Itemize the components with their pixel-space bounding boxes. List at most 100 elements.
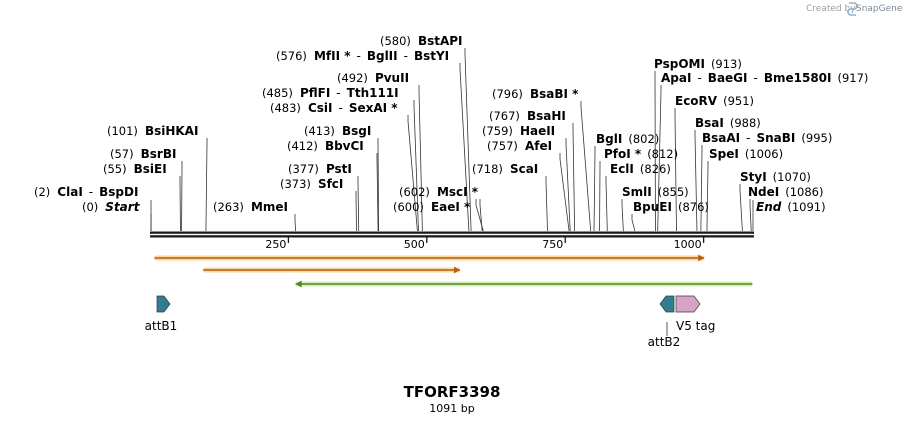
site-label-text: PspOMI (913): [654, 57, 742, 71]
site-label-pfoi: PfoI * (812): [604, 147, 678, 161]
site-label-clai: (2) ClaI - BspDI: [34, 185, 138, 199]
site-label-part: -: [697, 71, 701, 85]
site-label-part: BbvCI: [325, 139, 364, 153]
site-label-part: (917): [838, 71, 869, 85]
feature-arrow: [659, 295, 675, 313]
site-label-text: BglI (802): [596, 132, 659, 146]
site-label-part: (602): [399, 185, 430, 199]
site-leader: [694, 130, 698, 232]
site-label-styi: StyI (1070): [740, 170, 811, 184]
site-label-part: BsrBI: [141, 147, 177, 161]
site-label-psti: (377) PstI: [288, 162, 352, 176]
site-label-ecli: EclI (826): [610, 162, 671, 176]
snapgene-logo-icon: [847, 2, 858, 16]
site-label-end: End (1091): [756, 200, 826, 214]
site-label-ndei: NdeI (1086): [748, 185, 824, 199]
site-label-text: (101) BsiHKAI: [107, 124, 198, 138]
site-label-text: SpeI (1006): [709, 147, 783, 161]
site-label-eaei: (600) EaeI *: [393, 200, 471, 214]
site-label-part: (802): [628, 132, 659, 146]
site-label-part: SpeI: [709, 147, 739, 161]
site-label-part: BsaAI: [702, 131, 740, 145]
credit-prefix: Created by: [806, 4, 856, 14]
site-label-part: -: [89, 185, 93, 199]
site-label-bsahi: (767) BsaHI: [489, 109, 566, 123]
ruler-ticks: 250 500 750 1000: [265, 237, 705, 251]
backbone-strand-bottom: [150, 235, 754, 238]
site-label-text: (576) MfII * - BglII - BstYI: [276, 49, 449, 63]
feature-label: attB2: [648, 335, 681, 349]
ruler-tick-label: 1000: [674, 238, 702, 251]
site-label-part: (55): [103, 162, 127, 176]
site-label-part: -: [338, 101, 342, 115]
backbone: [150, 231, 754, 238]
site-label-mmei: (263) MmeI: [213, 200, 288, 214]
site-label-part: (101): [107, 124, 138, 138]
site-label-text: (759) HaeII: [482, 124, 555, 138]
feature-attb1: attB1: [145, 295, 177, 333]
site-leader: [621, 199, 624, 232]
site-label-part: BpuEI: [633, 200, 672, 214]
site-leader: [631, 214, 636, 232]
site-label-text: (412) BbvCI: [287, 139, 364, 153]
site-label-bsgi: (413) BsgI: [304, 124, 371, 138]
site-label-text: (377) PstI: [288, 162, 352, 176]
site-label-part: Tth111I: [347, 86, 399, 100]
site-leader: [545, 176, 548, 232]
site-leader: [559, 153, 570, 232]
site-label-part: BsiHKAI: [145, 124, 199, 138]
site-label-part: -: [754, 71, 758, 85]
feature-arrow: [156, 295, 171, 313]
site-label-part: End: [756, 200, 782, 214]
site-label-part: (995): [801, 131, 832, 145]
site-label-part: BsiEI: [134, 162, 167, 176]
site-label-text: NdeI (1086): [748, 185, 824, 199]
site-label-bsabi: (796) BsaBI *: [492, 87, 579, 101]
site-label-part: MfII *: [314, 49, 351, 63]
site-label-part: EclI: [610, 162, 634, 176]
orf-arrowhead: [698, 254, 705, 262]
site-label-part: BsgI: [342, 124, 371, 138]
site-label-part: NdeI: [748, 185, 779, 199]
site-label-part: SexAI *: [349, 101, 398, 115]
site-label-part: (1091): [787, 200, 825, 214]
site-leader: [605, 176, 608, 232]
site-label-part: Start: [105, 200, 140, 214]
site-label-bsai: BsaI (988): [695, 116, 761, 130]
site-label-apai: ApaI - BaeGI - Bme1580I (917): [661, 71, 868, 85]
feature-attb2: attB2: [648, 295, 681, 349]
site-leader: [475, 199, 484, 232]
site-label-part: BsaI: [695, 116, 724, 130]
site-label-pvuii: (492) PvuII: [337, 71, 409, 85]
site-label-part: Bme1580I: [764, 71, 832, 85]
site-label-text: EclI (826): [610, 162, 671, 176]
ruler-tick-label: 750: [542, 238, 563, 251]
site-label-text: (492) PvuII: [337, 71, 409, 85]
features: attB1 attB2 V5 tag: [145, 254, 753, 349]
site-label-text: BpuEI (876): [633, 200, 709, 214]
site-leader: [357, 176, 360, 232]
site-leader: [294, 214, 297, 232]
site-label-part: BaeGI: [708, 71, 748, 85]
site-leader: [376, 153, 379, 232]
site-label-part: ClaI: [57, 185, 82, 199]
site-label-part: (485): [262, 86, 293, 100]
site-label-text: (2) ClaI - BspDI: [34, 185, 138, 199]
orf-arrowhead: [454, 266, 461, 274]
site-label-spei: SpeI (1006): [709, 147, 783, 161]
site-label-part: BstAPI: [418, 34, 463, 48]
site-label-text: (600) EaeI *: [393, 200, 471, 214]
site-label-part: BglI: [596, 132, 622, 146]
site-label-csii: (483) CsiI - SexAI *: [270, 101, 398, 115]
site-label-sfci: (373) SfcI: [280, 177, 343, 191]
site-label-ecorv: EcoRV (951): [675, 94, 754, 108]
site-label-part: -: [404, 49, 408, 63]
site-leader: [593, 146, 596, 232]
site-label-part: MmeI: [251, 200, 288, 214]
site-label-part: (483): [270, 101, 301, 115]
site-label-part: AfeI: [525, 139, 552, 153]
site-label-part: (492): [337, 71, 368, 85]
site-label-part: (826): [640, 162, 671, 176]
